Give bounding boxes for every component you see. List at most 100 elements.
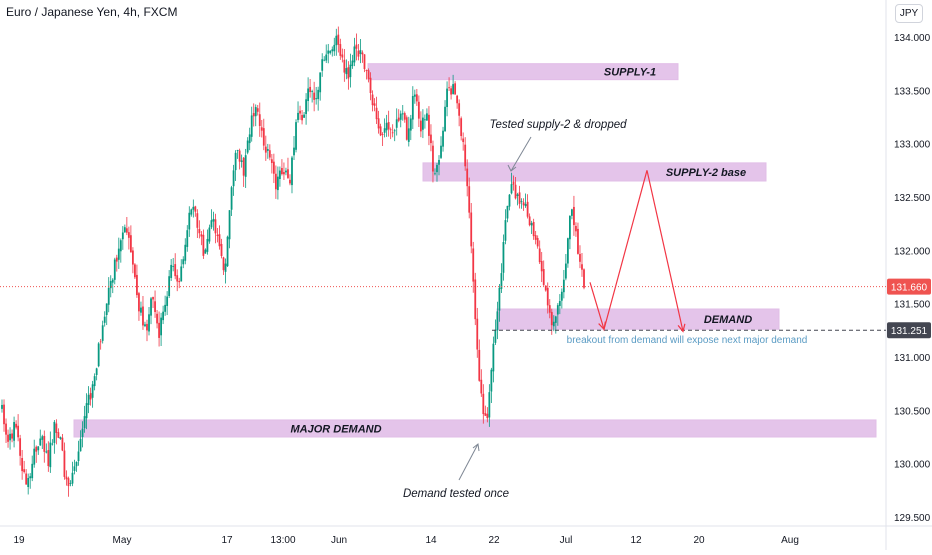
candle-body	[91, 384, 94, 398]
candle-body	[367, 70, 370, 79]
candle-body	[291, 157, 293, 186]
y-tick-label: 129.500	[894, 513, 931, 524]
projection-arrowhead	[598, 321, 606, 331]
x-tick-label: 13:00	[270, 535, 295, 546]
candle-body	[363, 54, 366, 70]
candle-body	[97, 343, 100, 367]
candle-body	[21, 458, 24, 472]
candle-body	[5, 423, 7, 435]
candle-body	[142, 306, 144, 326]
marked-level-tag	[887, 322, 931, 339]
candle-body	[134, 264, 136, 278]
x-tick-label: Jul	[560, 535, 573, 546]
candle-body	[123, 227, 126, 233]
candle-body	[218, 234, 221, 247]
candle-body	[558, 301, 561, 306]
candle-body	[377, 118, 380, 129]
candle-body	[569, 215, 571, 240]
candle-body	[532, 221, 535, 237]
candle-body	[464, 144, 467, 167]
x-tick-label: 12	[630, 535, 642, 546]
candle-body	[9, 433, 11, 441]
candle-body	[345, 68, 348, 75]
candle-body	[434, 173, 436, 175]
candle-body	[581, 264, 583, 270]
candle-body	[500, 273, 503, 289]
candle-body	[260, 127, 263, 131]
candle-body	[349, 64, 352, 78]
candle-body	[127, 232, 130, 238]
candle-body	[67, 478, 70, 487]
annotation-demand-tested: Demand tested once	[403, 488, 509, 500]
candle-body	[438, 159, 440, 165]
zone-label: SUPPLY-1	[604, 67, 656, 79]
marked-level-label: 131.251	[891, 326, 928, 337]
zone-label: SUPPLY-2 base	[666, 167, 746, 179]
candle-body	[403, 113, 406, 120]
candle-body	[321, 59, 324, 71]
candle-body	[47, 450, 50, 467]
candle-body	[234, 152, 237, 171]
candle-body	[327, 50, 330, 54]
candle-body	[450, 88, 452, 95]
candle-body	[31, 463, 34, 479]
candle-body	[188, 212, 191, 230]
candle-body	[329, 50, 332, 53]
candle-body	[220, 243, 223, 257]
candle-body	[158, 322, 160, 338]
candle-body	[182, 259, 185, 265]
candle-body	[552, 321, 555, 327]
candle-body	[571, 209, 573, 216]
candle-body	[442, 130, 444, 147]
candle-body	[69, 482, 72, 484]
candle-body	[228, 210, 231, 240]
candle-body	[184, 244, 187, 261]
annotation-tested-supply: Tested supply-2 & dropped	[489, 119, 627, 131]
candle-body	[61, 437, 64, 451]
candle-body	[468, 186, 471, 213]
candle-body	[419, 120, 422, 132]
x-tick-label: 22	[488, 535, 500, 546]
candle-body	[307, 88, 310, 102]
candle-body	[111, 279, 114, 283]
y-tick-label: 133.500	[894, 86, 931, 97]
candle-body	[325, 54, 328, 61]
candle-body	[285, 170, 287, 173]
candle-body	[375, 107, 378, 120]
candle-body	[164, 304, 167, 312]
candle-body	[17, 425, 20, 438]
candle-body	[178, 280, 181, 283]
y-tick-label: 134.000	[894, 33, 931, 44]
candle-body	[180, 266, 183, 282]
annotation-pointer-head	[472, 443, 480, 452]
candle-body	[109, 281, 112, 289]
candle-body	[309, 86, 312, 93]
zone-label: MAJOR DEMAND	[290, 423, 381, 435]
x-tick-label: Jun	[331, 535, 347, 546]
candle-body	[79, 438, 82, 452]
candle-body	[117, 248, 120, 260]
candle-body	[75, 461, 78, 467]
candle-body	[474, 279, 477, 320]
candle-body	[518, 192, 521, 204]
candle-body	[458, 103, 461, 116]
candle-body	[283, 172, 285, 175]
candle-body	[160, 317, 162, 336]
candle-body	[240, 160, 243, 162]
currency-button[interactable]: JPY	[895, 4, 923, 23]
last-price-tag	[887, 278, 931, 295]
candle-body	[168, 276, 171, 297]
candle-body	[87, 394, 90, 405]
candle-body	[502, 242, 505, 273]
candle-body	[53, 421, 56, 443]
candle-body	[83, 416, 86, 429]
candle-body	[146, 323, 148, 331]
y-tick-label: 131.000	[894, 353, 931, 364]
candle-body	[387, 122, 390, 130]
candle-body	[23, 469, 26, 473]
candle-body	[39, 438, 42, 446]
candle-body	[417, 101, 420, 119]
candle-body	[476, 318, 479, 350]
